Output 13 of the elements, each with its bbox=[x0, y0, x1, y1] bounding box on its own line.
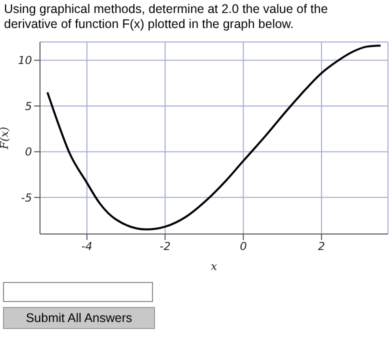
x-tick-label: -2 bbox=[160, 240, 171, 253]
y-axis-title: F(x) bbox=[0, 126, 11, 150]
y-tick-label: 10 bbox=[18, 54, 32, 68]
x-tick-label: 2 bbox=[318, 240, 326, 253]
x-tick-label: -4 bbox=[81, 240, 92, 253]
x-tick-label: 0 bbox=[240, 240, 247, 253]
x-axis-title: x bbox=[210, 260, 218, 273]
submit-button: Submit All Answers bbox=[3, 307, 155, 329]
line-series bbox=[46, 44, 382, 230]
chart-title: Using graphical methods, determine at 2.0 the value of the derivative of function F(x) plotted in the graph below. bbox=[3, 1, 329, 32]
y-tick-label: 0 bbox=[25, 146, 32, 159]
y-tick-label: -5 bbox=[21, 191, 32, 204]
y-tick-label: 5 bbox=[25, 100, 32, 113]
